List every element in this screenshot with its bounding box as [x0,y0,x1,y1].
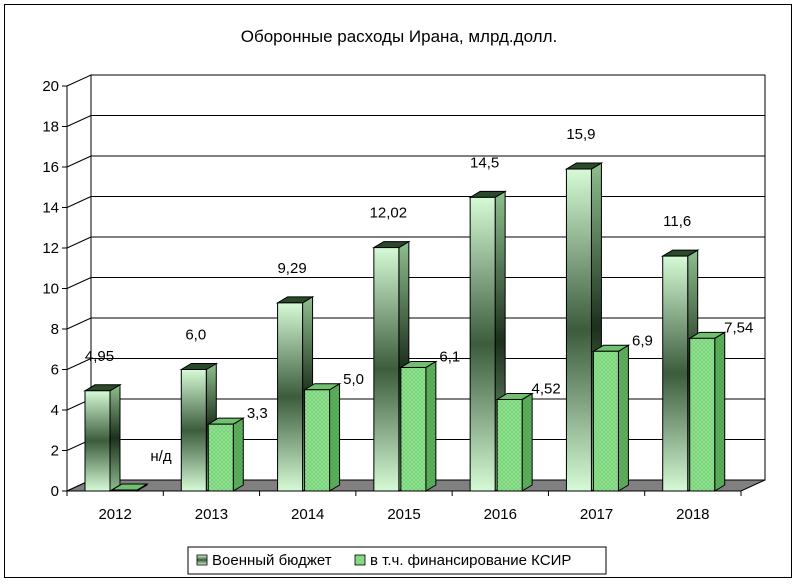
x-tick-label: 2012 [98,506,131,523]
data-labels: 4,95 н/д 6,0 3,3 9,29 5,0 12,02 6,1 14,5 4,52 15,9… [85,126,753,465]
data-label: 15,9 [566,126,595,143]
bar-irgc-funding-front [111,489,138,492]
bar-irgc-funding-side [232,417,244,492]
bar-irgc-funding-front [592,350,619,492]
x-tick-label: 2017 [580,506,613,523]
y-tick-label: 14 [42,200,59,217]
bar-military-budget [83,383,122,492]
bar-irgc-funding [495,392,534,492]
legend-box [187,546,607,575]
y-tick-label: 10 [42,281,59,298]
bar-military-budget-side [109,383,121,492]
bars [83,162,727,492]
bar-military-budget [468,190,507,492]
bar-irgc-funding [399,360,438,492]
y-axis: 0 2 4 6 8 10 12 14 16 18 20 [42,78,68,500]
bar-irgc-funding-front [400,366,427,492]
data-label: 14,5 [470,154,499,171]
gridline-side [66,358,92,370]
gridline-side [66,236,92,249]
data-label: 5,0 [343,371,364,388]
bar-military-budget-front [565,168,592,492]
gridline-side [66,277,92,289]
data-label: 11,6 [663,213,691,230]
y-tick-label: 2 [51,443,59,460]
gridline-side [66,317,92,330]
bar-irgc-funding-front [496,398,523,492]
bar-military-budget-front [180,369,207,492]
y-tick-label: 4 [51,402,59,419]
bar-military-budget-front [277,302,304,492]
bar-military-budget-front [662,255,689,492]
x-tick-label: 2015 [387,506,420,523]
data-label: 9,29 [277,260,306,277]
legend-label-irgc-funding: в т.ч. финансирование КСИР [370,552,571,569]
bar-chart: Оборонные расходы Ирана, млрд.долл. 0 2 4 6… [42,27,766,575]
bar-irgc-funding [206,417,246,492]
x-tick-label: 2013 [195,506,228,523]
bar-irgc-funding [687,331,727,492]
bar-irgc-funding [302,382,342,492]
bar-irgc-funding-front [207,423,234,492]
gridline-side [66,115,92,127]
data-label: 4,95 [85,348,114,365]
data-label: 6,1 [439,348,460,365]
bar-irgc-funding [110,483,149,492]
y-tick-label: 12 [42,240,59,257]
y-tick-label: 18 [42,119,59,136]
y-tick-label: 16 [42,159,59,176]
data-label: 12,02 [370,205,408,222]
chart-title: Оборонные расходы Ирана, млрд.долл. [241,27,557,46]
x-tick-label: 2016 [484,506,517,523]
y-tick-label: 20 [42,78,59,95]
bar-irgc-funding-side [521,392,533,492]
legend-label-military-budget: Военный бюджет [212,552,332,569]
x-tick-label: 2018 [676,506,709,523]
bar-military-budget-front [469,196,496,492]
y-tick-label: 8 [51,321,59,338]
bar-irgc-funding-front [304,389,331,492]
chart-frame: Оборонные расходы Ирана, млрд.долл. 0 2 4 6… [4,4,792,578]
bar-irgc-funding-side [329,382,341,492]
data-label: 3,3 [247,405,268,422]
bar-irgc-funding [591,344,631,492]
bar-military-budget-front [84,390,111,492]
data-label: 6,9 [632,332,653,349]
gridline-side [66,196,92,208]
bar-irgc-funding-side [425,360,437,492]
legend: Военный бюджет в т.ч. финансирование КСИ… [187,546,607,575]
legend-swatch-military-budget [196,554,208,566]
y-tick-label: 6 [51,362,59,379]
bar-irgc-funding-front [689,337,716,492]
data-label: 4,52 [532,380,561,397]
data-label: 6,0 [185,327,206,344]
x-tick-label: 2014 [291,506,324,523]
data-label: 7,54 [724,319,753,336]
gridline-side [66,155,92,168]
bar-military-budget-front [373,247,400,492]
data-label: н/д [150,448,171,465]
bar-irgc-funding-side [714,331,726,492]
bar-irgc-funding-side [617,344,629,492]
legend-swatch-irgc-funding [354,554,366,566]
y-tick-label: 0 [51,483,59,500]
x-axis: 2012 2013 2014 2015 2016 2017 2018 [66,490,742,523]
